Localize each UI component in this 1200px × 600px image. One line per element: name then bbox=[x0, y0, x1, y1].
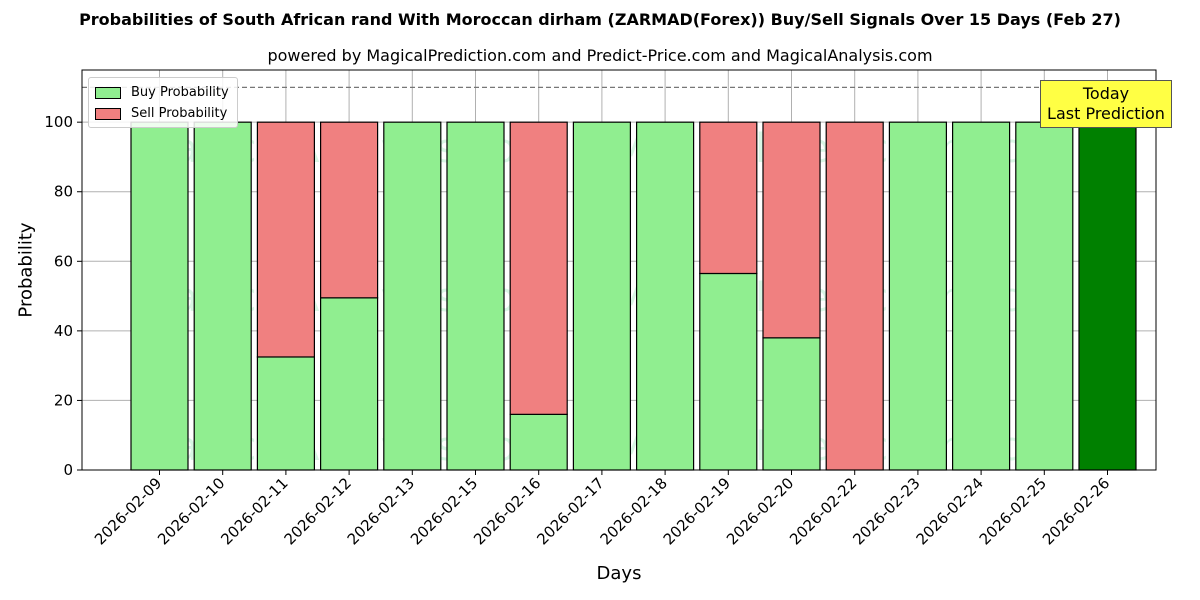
bar-buy bbox=[572, 121, 632, 471]
x-tick-label: 2026-02-25 bbox=[976, 474, 1050, 548]
bar-buy bbox=[446, 121, 505, 471]
bar-buy bbox=[888, 121, 948, 471]
bar-buy bbox=[193, 121, 252, 471]
bar-sell bbox=[699, 121, 758, 275]
x-tick-label: 2026-02-17 bbox=[533, 474, 607, 548]
chart-subtitle: powered by MagicalPrediction.com and Pre… bbox=[267, 46, 933, 65]
x-tick-label: 2026-02-15 bbox=[407, 474, 481, 548]
bar-sell bbox=[762, 121, 821, 339]
bar-buy bbox=[635, 121, 695, 471]
x-tick-label: 2026-02-22 bbox=[786, 474, 860, 548]
y-tick-label: 100 bbox=[44, 113, 73, 131]
y-tick-label: 80 bbox=[54, 183, 73, 201]
bar-buy bbox=[130, 121, 189, 471]
legend-item-buy: Buy Probability bbox=[95, 82, 229, 103]
x-axis-label: Days bbox=[596, 563, 642, 584]
bar-buy bbox=[320, 297, 379, 471]
bar-buy bbox=[509, 413, 568, 471]
plot-frame bbox=[81, 69, 1157, 471]
legend-label-buy: Buy Probability bbox=[131, 85, 229, 100]
today-annotation-line1: Today bbox=[1082, 84, 1130, 103]
bar-buy bbox=[383, 121, 442, 471]
x-tick-label: 2026-02-26 bbox=[1039, 474, 1113, 548]
bar-buy bbox=[951, 121, 1011, 471]
legend-swatch-sell bbox=[95, 107, 121, 120]
legend-swatch-buy bbox=[95, 86, 121, 99]
bar-buy bbox=[256, 356, 315, 471]
x-tick-label: 2026-02-09 bbox=[91, 474, 165, 548]
x-tick-label: 2026-02-19 bbox=[660, 474, 734, 548]
legend-label-sell: Sell Probability bbox=[131, 106, 228, 121]
y-tick-label: 40 bbox=[54, 322, 73, 340]
x-tick-label: 2026-02-16 bbox=[470, 474, 544, 548]
y-tick-label: 60 bbox=[54, 252, 73, 270]
x-tick-label: 2026-02-23 bbox=[849, 474, 923, 548]
y-tick-label: 20 bbox=[54, 391, 73, 409]
bar-buy bbox=[762, 337, 821, 471]
today-annotation-line2: Last Prediction bbox=[1047, 104, 1165, 123]
bar-buy bbox=[1015, 121, 1074, 471]
x-tick-label: 2026-02-12 bbox=[281, 474, 355, 548]
x-tick-label: 2026-02-11 bbox=[217, 474, 291, 548]
bar-buy bbox=[699, 272, 758, 471]
bar-sell bbox=[256, 121, 315, 358]
bar-buy bbox=[1078, 121, 1137, 471]
legend: Buy Probability Sell Probability bbox=[88, 77, 238, 128]
x-tick-label: 2026-02-10 bbox=[154, 474, 228, 548]
x-tick-label: 2026-02-18 bbox=[597, 474, 671, 548]
x-tick-label: 2026-02-24 bbox=[913, 474, 987, 548]
bar-sell bbox=[509, 121, 568, 415]
today-annotation: Today Last Prediction bbox=[1040, 80, 1172, 128]
bar-sell bbox=[825, 121, 884, 471]
chart-title: Probabilities of South African rand With… bbox=[79, 10, 1121, 29]
bar-sell bbox=[320, 121, 379, 299]
x-tick-label: 2026-02-13 bbox=[344, 474, 418, 548]
x-tick-label: 2026-02-20 bbox=[723, 474, 797, 548]
y-axis-label: Probability bbox=[15, 222, 37, 318]
y-tick-label: 0 bbox=[63, 461, 73, 479]
legend-item-sell: Sell Probability bbox=[95, 103, 229, 124]
